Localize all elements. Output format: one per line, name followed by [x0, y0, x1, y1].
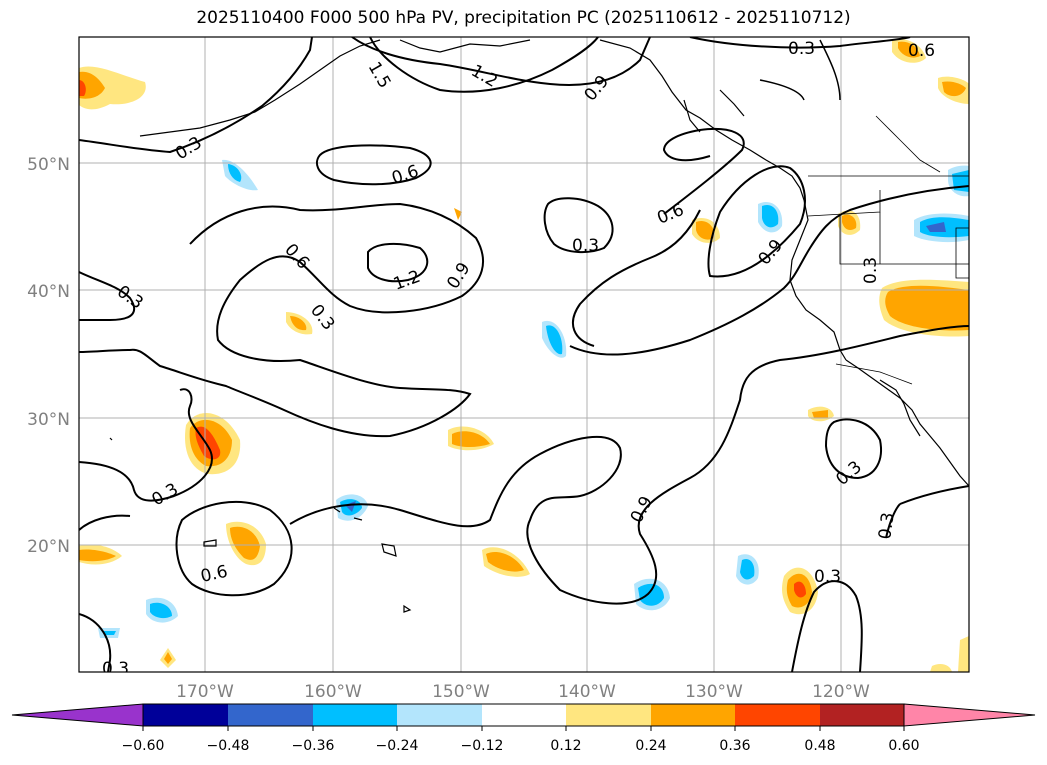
lon-label: 150°W [432, 682, 490, 702]
contour-label: 0.6 [199, 562, 230, 587]
precip-positive [164, 652, 172, 664]
precip-positive [195, 426, 221, 460]
colorbar-bin [566, 704, 651, 726]
state-borders [807, 115, 969, 385]
precip-negative [638, 583, 664, 606]
colorbar-bin [313, 704, 397, 726]
contour-label: 0.3 [875, 511, 899, 541]
colorbar-tick-label: −0.12 [461, 738, 504, 754]
contour-label: 0.3 [102, 659, 129, 679]
precip-negative [150, 602, 172, 619]
colorbar-bin [228, 704, 313, 726]
colorbar-tick-label: −0.48 [207, 738, 250, 754]
map-title: 2025110400 F000 500 hPa PV, precipitatio… [196, 8, 851, 28]
precip-positive [930, 664, 952, 672]
precip-positive [842, 214, 857, 230]
colorbar-bin [143, 704, 228, 726]
contour-label: 0.3 [572, 236, 599, 256]
precip-positive [898, 41, 920, 58]
map-frame [78, 36, 970, 673]
contour-label: 0.6 [280, 240, 313, 273]
precip-positive [885, 285, 969, 331]
precip-positive [454, 208, 462, 220]
precip-positive [958, 636, 969, 672]
contour-label: 0.9 [627, 493, 657, 526]
precip-positive [230, 526, 260, 560]
colorbar-bin [651, 704, 735, 726]
lat-label: 20°N [27, 537, 70, 557]
coastline [109, 39, 969, 613]
precip-positive [942, 81, 966, 97]
colorbar-tick-labels: −0.60 −0.48 −0.36 −0.24 −0.12 0.12 0.24 … [122, 738, 920, 754]
contour-label: 0.6 [908, 41, 935, 61]
contour-label: 0.3 [788, 39, 815, 59]
contour-label: 1.2 [468, 61, 501, 92]
contour-label: 0.9 [755, 236, 788, 270]
lat-label: 50°N [27, 155, 70, 175]
colorbar-extend-low [11, 703, 144, 727]
colorbar-ticks [142, 726, 905, 731]
precip-positive [290, 316, 307, 331]
precip-negative [762, 204, 779, 228]
colorbar-bin [820, 704, 904, 726]
precip-negative [926, 222, 946, 232]
colorbar-tick-label: 0.60 [888, 738, 919, 754]
colorbar-tick-label: −0.36 [292, 738, 335, 754]
colorbar-bin [397, 704, 482, 726]
contour-label: 0.6 [654, 200, 687, 229]
precip-negative [228, 164, 242, 182]
contour-label: 0.3 [172, 133, 206, 164]
lon-label: 160°W [304, 682, 362, 702]
colorbar-tick-label: 0.36 [719, 738, 750, 754]
contour-label: 0.3 [149, 479, 182, 510]
precip-positive [696, 220, 715, 240]
precip-positive [794, 581, 806, 598]
contour-label: 0.3 [113, 282, 147, 314]
lon-label: 130°W [685, 682, 743, 702]
precip-negative [740, 558, 755, 580]
precip-shading [79, 38, 969, 672]
contour-label: 0.9 [581, 72, 614, 106]
precip-negative [546, 325, 563, 355]
lon-label: 170°W [176, 682, 234, 702]
lat-label: 30°N [27, 410, 70, 430]
lon-label: 120°W [812, 682, 870, 702]
colorbar: −0.60 −0.48 −0.36 −0.24 −0.12 0.12 0.24 … [11, 703, 1036, 754]
colorbar-tick-label: −0.60 [122, 738, 165, 754]
pv-contours [79, 37, 969, 672]
map-plot-area: 0.3 0.6 0.9 1.2 1.5 0.3 0.6 0.3 0.3 0.9 … [79, 37, 969, 679]
contour-label: 0.6 [389, 161, 421, 188]
colorbar-outline [142, 703, 905, 727]
contour-label: 1.5 [364, 59, 395, 92]
colorbar-extend-high [903, 703, 1036, 727]
precip-positive [79, 80, 86, 96]
colorbar-tick-label: −0.24 [376, 738, 419, 754]
colorbar-bin [482, 704, 566, 726]
colorbar-tick-label: 0.48 [804, 738, 835, 754]
contour-label: 0.9 [443, 259, 474, 293]
lon-label: 140°W [558, 682, 616, 702]
colorbar-tick-label: 0.24 [635, 738, 666, 754]
axis-labels: 50°N 40°N 30°N 20°N 170°W 160°W 150°W 14… [27, 155, 870, 702]
contour-label: 0.3 [832, 457, 866, 490]
pv-contour-loops [759, 39, 841, 101]
contour-label: 0.3 [861, 257, 881, 284]
precip-positive [486, 551, 524, 572]
lat-label: 40°N [27, 282, 70, 302]
contour-label: 0.3 [814, 567, 841, 587]
colorbar-tick-label: 0.12 [550, 738, 581, 754]
graticule [79, 37, 969, 672]
precip-positive [79, 549, 116, 562]
precip-positive [812, 410, 828, 418]
colorbar-bin [735, 704, 820, 726]
